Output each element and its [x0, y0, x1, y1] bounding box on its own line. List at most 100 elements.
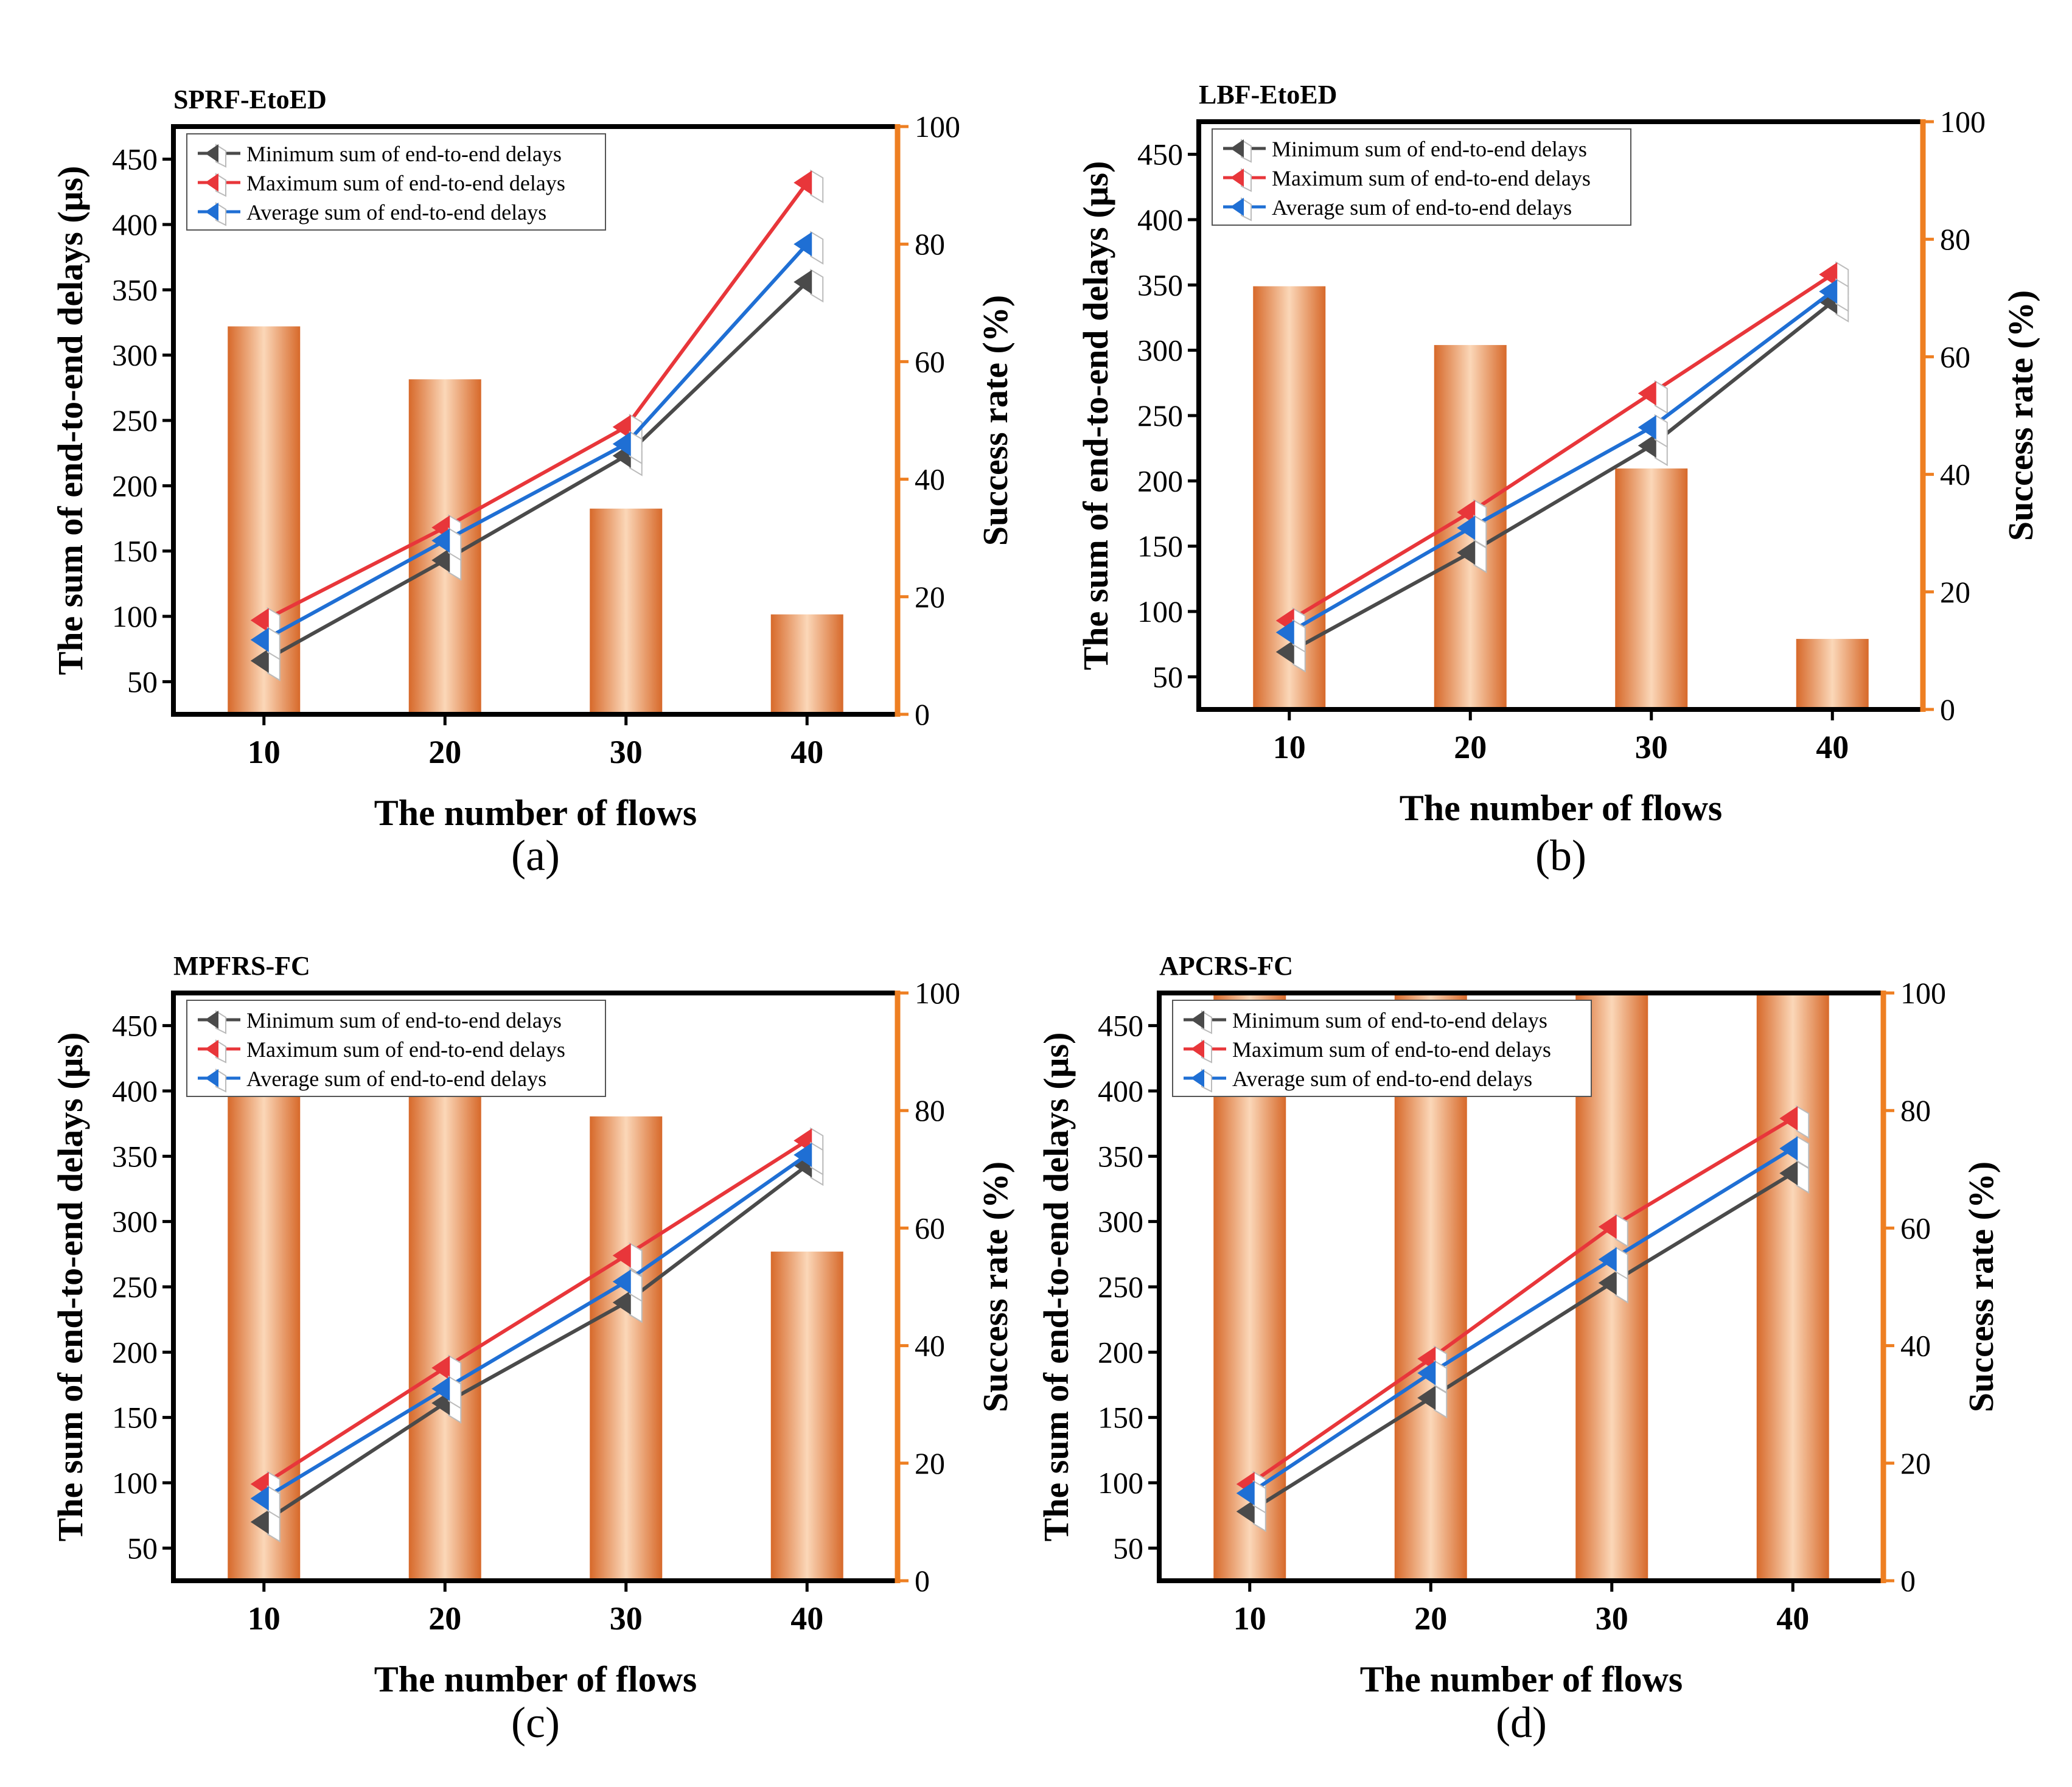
legend-item-avg: Average sum of end-to-end delays: [1184, 1067, 1532, 1093]
chart-panel-2: 50 100 150 200 250 300 350 400 450 0 20 40 60 80 100 10…: [1076, 80, 2040, 880]
series-marker-max: [1638, 380, 1668, 414]
legend-label: Average sum of end-to-end delays: [246, 1067, 546, 1091]
chart-panel-3: 50 100 150 200 250 300 350 400 450 0 20 40 60 80 100 10…: [51, 951, 1015, 1747]
success-rate-bar: [590, 1116, 663, 1581]
series-marker-avg: [1275, 619, 1306, 653]
legend-label: Average sum of end-to-end delays: [1272, 195, 1572, 220]
right-y-axis-label: Success rate (%): [975, 1162, 1015, 1412]
left-tick-label: 300: [1137, 333, 1183, 368]
left-tick-label: 50: [127, 664, 158, 698]
right-tick-label: 60: [1900, 1211, 1931, 1245]
series-line-min: [1288, 300, 1834, 654]
left-tick-label: 400: [112, 1074, 158, 1108]
series-line-max: [263, 181, 809, 622]
series-marker-avg: [1779, 1135, 1810, 1169]
left-tick-label: 100: [112, 599, 158, 633]
series-marker-max: [612, 1242, 643, 1277]
panel-label: (d): [1496, 1698, 1547, 1747]
right-tick-label: 100: [1900, 976, 1946, 1010]
legend-item-max: Maximum sum of end-to-end delays: [198, 171, 565, 197]
chart-title: LBF-EtoED: [1199, 80, 1337, 110]
series-marker-max: [794, 169, 824, 204]
right-tick-label: 40: [1940, 458, 1970, 492]
legend-item-min: Minimum sum of end-to-end delays: [198, 1008, 562, 1034]
series-marker-avg: [1598, 1246, 1628, 1280]
series-marker-avg: [612, 430, 643, 465]
panel-label: (a): [511, 831, 560, 880]
legend-item-avg: Average sum of end-to-end delays: [198, 200, 546, 226]
right-tick-label: 100: [915, 110, 960, 144]
series-line-max: [263, 1139, 808, 1486]
left-tick-label: 150: [112, 1401, 158, 1435]
x-axis-label: The number of flows: [1360, 1659, 1683, 1699]
left-tick-label: 150: [1137, 529, 1183, 563]
success-rate-bar: [228, 326, 301, 714]
chart-panel-4: 50 100 150 200 250 300 350 400 450 0 20 40 60 80 100 10…: [1036, 951, 2001, 1747]
right-tick-label: 0: [915, 1564, 930, 1598]
right-y-axis-label: Success rate (%): [2001, 290, 2040, 541]
right-tick-label: 20: [915, 580, 945, 614]
series-line-avg: [1288, 290, 1834, 634]
panel-label: (c): [511, 1698, 560, 1747]
legend-label: Maximum sum of end-to-end delays: [1272, 166, 1591, 190]
legend: Minimum sum of end-to-end delays Maximum …: [186, 1000, 606, 1097]
right-tick-label: 100: [915, 976, 960, 1010]
x-tick-label: 20: [428, 1600, 461, 1637]
success-rate-bar: [1615, 468, 1688, 709]
chart-title: APCRS-FC: [1159, 951, 1293, 981]
x-tick-label: 30: [610, 734, 643, 770]
success-rate-bar: [408, 1069, 481, 1581]
legend-label: Maximum sum of end-to-end delays: [246, 1037, 565, 1062]
left-y-axis-label: The sum of end-to-end delays (μs): [51, 1033, 90, 1542]
series-marker-avg: [1638, 414, 1668, 448]
right-tick-label: 80: [1940, 222, 1970, 256]
legend-item-max: Maximum sum of end-to-end delays: [1223, 166, 1591, 192]
left-tick-label: 100: [1098, 1466, 1143, 1500]
x-tick-label: 10: [1233, 1600, 1266, 1637]
series-marker-avg: [1457, 514, 1487, 549]
legend-label: Minimum sum of end-to-end delays: [1272, 137, 1587, 161]
left-tick-label: 450: [1137, 138, 1183, 172]
series-marker-min: [1457, 539, 1487, 574]
right-tick-label: 20: [915, 1446, 945, 1480]
x-axis-label: The number of flows: [374, 1659, 697, 1699]
legend-label: Average sum of end-to-end delays: [246, 200, 546, 225]
left-tick-label: 200: [112, 1335, 158, 1369]
left-tick-label: 250: [1098, 1270, 1143, 1304]
right-tick-label: 0: [1940, 692, 1955, 726]
series-line-max: [1249, 1116, 1794, 1486]
left-tick-label: 150: [1098, 1401, 1143, 1435]
left-tick-label: 200: [1137, 464, 1183, 498]
left-y-axis-label: The sum of end-to-end delays (μs): [1076, 161, 1115, 671]
legend-label: Minimum sum of end-to-end delays: [246, 142, 562, 166]
right-tick-label: 80: [915, 1093, 945, 1127]
series-marker-avg: [1819, 278, 1849, 312]
series-marker-avg: [250, 626, 281, 661]
x-tick-label: 40: [1816, 729, 1849, 765]
x-tick-label: 10: [248, 1600, 281, 1637]
panel-label: (b): [1535, 831, 1586, 880]
legend-item-max: Maximum sum of end-to-end delays: [1184, 1037, 1551, 1064]
x-tick-label: 30: [610, 1600, 643, 1637]
left-tick-label: 350: [1137, 268, 1183, 302]
series-marker-avg: [250, 1485, 281, 1519]
left-tick-label: 300: [1098, 1205, 1143, 1239]
left-tick-label: 200: [112, 469, 158, 503]
left-tick-label: 350: [112, 273, 158, 307]
series-line-avg: [263, 1153, 808, 1500]
legend-item-avg: Average sum of end-to-end delays: [198, 1067, 546, 1093]
right-y-axis-label: Success rate (%): [975, 295, 1015, 546]
left-tick-label: 50: [1153, 660, 1183, 694]
series-marker-avg: [431, 1375, 462, 1410]
right-tick-label: 0: [915, 697, 930, 731]
series-marker-avg: [1417, 1359, 1448, 1394]
success-rate-bar: [770, 1252, 843, 1581]
chart-title: SPRF-EtoED: [173, 85, 327, 114]
x-tick-label: 20: [1414, 1600, 1447, 1637]
success-rate-bar: [770, 614, 843, 714]
legend-label: Minimum sum of end-to-end delays: [1232, 1008, 1547, 1033]
right-tick-label: 80: [915, 227, 945, 261]
x-tick-label: 10: [1273, 729, 1306, 765]
x-tick-label: 40: [790, 1600, 823, 1637]
